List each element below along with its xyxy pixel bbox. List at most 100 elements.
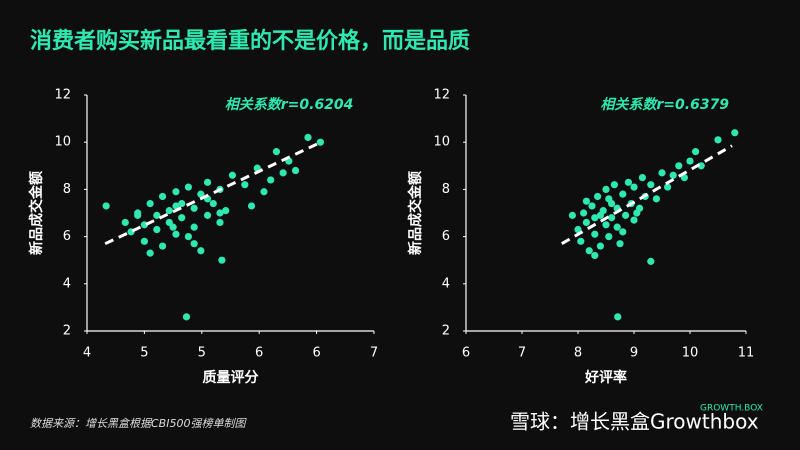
scatter-point [605, 233, 613, 241]
scatter-point [616, 240, 624, 248]
trend-line [561, 144, 733, 245]
scatter-point [652, 195, 661, 203]
y-axis-label: 新品成交金额 [28, 171, 45, 255]
y-tick-label: 4 [63, 276, 71, 291]
scatter-point [658, 169, 666, 177]
trend-line [104, 141, 321, 246]
scatter-point [630, 183, 638, 191]
scatter-point [165, 207, 173, 215]
scatter-point [580, 209, 588, 217]
scatter-point [209, 199, 217, 208]
scatter-point [146, 199, 154, 208]
y-tick-label: 6 [63, 229, 71, 244]
scatter-point [197, 190, 205, 198]
annotation: 相关系数r=0.6204 [225, 96, 354, 113]
logo: GROWTH.BOX [700, 404, 763, 414]
scatter-point [591, 230, 599, 238]
scatter-point [169, 223, 177, 231]
y-tick-label: 6 [442, 229, 450, 244]
scatter-point [218, 256, 226, 264]
y-axis-label: 新品成交金额 [407, 171, 424, 255]
scatter-point [178, 199, 186, 208]
scatter-point [247, 202, 256, 210]
scatter-point [630, 216, 638, 224]
scatter-point [591, 214, 599, 222]
scatter-point [203, 178, 212, 186]
x-tick-label: 11 [738, 346, 755, 361]
x-tick-label: 6 [462, 346, 470, 361]
scatter-point [582, 218, 591, 227]
scatter-point [279, 169, 287, 177]
scatter-point [591, 251, 599, 260]
scatter-point [614, 313, 622, 321]
scatter-point [241, 181, 249, 189]
x-tick-label: 10 [682, 346, 699, 361]
scatter-point [158, 192, 167, 201]
scatter-point [647, 257, 655, 265]
scatter-point [216, 209, 224, 217]
scatter-point [304, 133, 312, 142]
scatter-point [619, 190, 627, 198]
scatter-point [596, 242, 605, 250]
scatter-point [638, 174, 647, 182]
x-tick-label: 9 [630, 346, 638, 361]
scatter-point [602, 185, 610, 193]
scatter-point [190, 240, 198, 248]
scatter-point [172, 188, 180, 196]
scatter-point [669, 171, 677, 179]
scatter-point [686, 157, 694, 165]
scatter-point [260, 188, 268, 196]
scatter-point [594, 192, 602, 201]
scatter-point [216, 218, 224, 227]
scatter-point [316, 138, 325, 146]
scatter-point [574, 225, 582, 234]
x-tick-label: 4 [83, 346, 91, 361]
scatter-point [605, 195, 613, 203]
scatter-point [184, 233, 193, 241]
scatter-point [577, 237, 585, 245]
x-tick-label: 6 [312, 346, 320, 361]
scatter-point [121, 218, 129, 227]
scatter-point [228, 171, 237, 179]
scatter-point [622, 211, 630, 219]
scatter-point [184, 183, 193, 191]
scatter-point [272, 148, 281, 156]
scatter-point [102, 202, 110, 210]
scatter-point [134, 211, 142, 219]
y-tick-label: 12 [54, 88, 71, 103]
scatter-point [582, 197, 591, 205]
x-tick-label: 5 [140, 346, 148, 361]
scatter-point [153, 225, 161, 234]
scatter-point [588, 202, 596, 210]
scatter-point [608, 214, 616, 222]
scatter-point [692, 148, 700, 156]
scatter-point [182, 313, 191, 321]
x-tick-label: 6 [255, 346, 263, 361]
scatter-point [203, 211, 212, 219]
x-tick-label: 7 [370, 346, 378, 361]
scatter-point [602, 221, 610, 229]
scatter-point [146, 249, 154, 257]
scatter-point [585, 247, 593, 255]
scatter-point [675, 162, 683, 170]
scatter-point [610, 181, 619, 189]
scatter-point [153, 211, 161, 219]
x-tick-label: 8 [574, 346, 582, 361]
y-tick-label: 2 [442, 324, 450, 339]
y-tick-label: 12 [433, 88, 450, 103]
scatter-point [158, 242, 167, 250]
scatter-point [647, 181, 655, 189]
x-tick-label: 5 [198, 346, 206, 361]
annotation: 相关系数r=0.6379 [600, 96, 729, 113]
scatter-point [697, 162, 705, 170]
y-tick-label: 4 [442, 276, 450, 291]
scatter-point [190, 223, 198, 231]
scatter-point [172, 230, 180, 238]
y-tick-label: 10 [54, 135, 71, 150]
scatter-point [624, 178, 633, 186]
scatter-point [178, 214, 186, 222]
scatter-point [664, 183, 672, 191]
y-tick-label: 2 [63, 324, 71, 339]
